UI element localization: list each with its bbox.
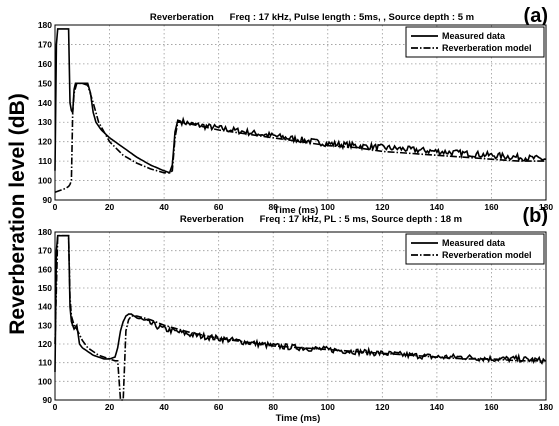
panel-a-label: (a) — [524, 5, 548, 27]
panel-b-y-tick-label: 130 — [38, 320, 52, 330]
panel-b-plot-area: 0 20 40 60 80 100 120 140 160 180 90 100 110 120 130 14… — [38, 227, 554, 412]
panel-b-legend — [405, 233, 545, 265]
panel-b-x-tick-label: 120 — [375, 402, 389, 412]
panel-b: Reverberation Freq : 17 kHz, PL : 5 ms, … — [38, 205, 554, 424]
panel-a-legend-label: Measured data — [442, 31, 506, 41]
panel-a-y-tick-label: 160 — [38, 59, 52, 69]
panel-a-title: Reverberation Freq : 17 kHz, Pulse lengt… — [150, 12, 474, 23]
panel-b-title: Reverberation Freq : 17 kHz, PL : 5 ms, … — [180, 214, 462, 225]
panel-a-y-tick-label: 100 — [38, 176, 52, 186]
panel-b-y-tick-label: 180 — [38, 227, 52, 237]
panel-a-plot-area: 0 20 40 60 80 100 120 140 160 180 90 100 110 120 130 14… — [38, 20, 554, 212]
panel-a-x-tick-label: 180 — [539, 202, 553, 212]
panel-b-y-tick-label: 140 — [38, 302, 52, 312]
panel-a-legend — [405, 26, 545, 58]
panel-b-y-tick-label: 110 — [38, 358, 52, 368]
panel-b-y-tick-label: 90 — [43, 395, 53, 405]
panel-b-y-tick-label: 170 — [38, 246, 52, 256]
panel-b-x-tick-label: 100 — [321, 402, 335, 412]
panel-b-x-tick-label: 140 — [430, 402, 444, 412]
panel-a-y-tick-label: 180 — [38, 20, 52, 30]
panel-b-x-tick-label: 60 — [214, 402, 224, 412]
panel-a-x-tick-label: 60 — [214, 202, 224, 212]
panel-b-y-tick-label: 150 — [38, 283, 52, 293]
panel-b-x-axis-title: Time (ms) — [276, 413, 321, 424]
panel-a-x-tick-label: 20 — [105, 202, 115, 212]
panel-b-x-tick-label: 0 — [53, 402, 58, 412]
panel-b-y-tick-label: 100 — [38, 376, 52, 386]
panel-b-x-tick-label: 80 — [268, 402, 278, 412]
panel-b-x-tick-label: 180 — [539, 402, 553, 412]
panel-a-y-tick-label: 90 — [43, 195, 53, 205]
panel-a-x-tick-label: 100 — [321, 202, 335, 212]
panel-a-axes-frame — [54, 24, 547, 201]
panel-a-y-tick-label: 170 — [38, 39, 52, 49]
panel-a-x-tick-label: 80 — [268, 202, 278, 212]
panel-b-legend-label: Measured data — [442, 238, 506, 248]
panel-b-x-tick-label: 40 — [159, 402, 169, 412]
panel-a-x-tick-label: 40 — [159, 202, 169, 212]
panel-a-legend-label: Reverberation model — [442, 43, 532, 53]
panel-a-x-tick-label: 120 — [375, 202, 389, 212]
panel-b-legend-label: Reverberation model — [442, 250, 532, 260]
panel-a-x-tick-label: 140 — [430, 202, 444, 212]
panel-a-y-tick-label: 110 — [38, 156, 52, 166]
panel-a-series-measured-line — [54, 28, 547, 174]
panel-a-y-tick-label: 120 — [38, 137, 52, 147]
panel-b-axes-frame — [54, 231, 547, 401]
y-axis-label: Reverberation level (dB) — [6, 93, 29, 335]
panel-b-series-model-line — [54, 234, 546, 401]
panel-b-y-tick-label: 160 — [38, 264, 52, 274]
panel-b-label: (b) — [522, 205, 548, 227]
panel-a-x-tick-label: 160 — [484, 202, 498, 212]
panel-a-series-model-line — [54, 82, 546, 193]
panel-a-y-tick-label: 130 — [38, 117, 52, 127]
panel-a-x-tick-label: 0 — [53, 202, 58, 212]
panel-a: Reverberation Freq : 17 kHz, Pulse lengt… — [38, 5, 554, 216]
panel-a-y-tick-label: 140 — [38, 98, 52, 108]
panel-a-y-tick-label: 150 — [38, 78, 52, 88]
panel-b-x-tick-label: 160 — [484, 402, 498, 412]
panel-a-x-axis-title: Time (ms) — [274, 205, 319, 216]
panel-b-x-tick-label: 20 — [105, 402, 115, 412]
panel-b-y-tick-label: 120 — [38, 339, 52, 349]
